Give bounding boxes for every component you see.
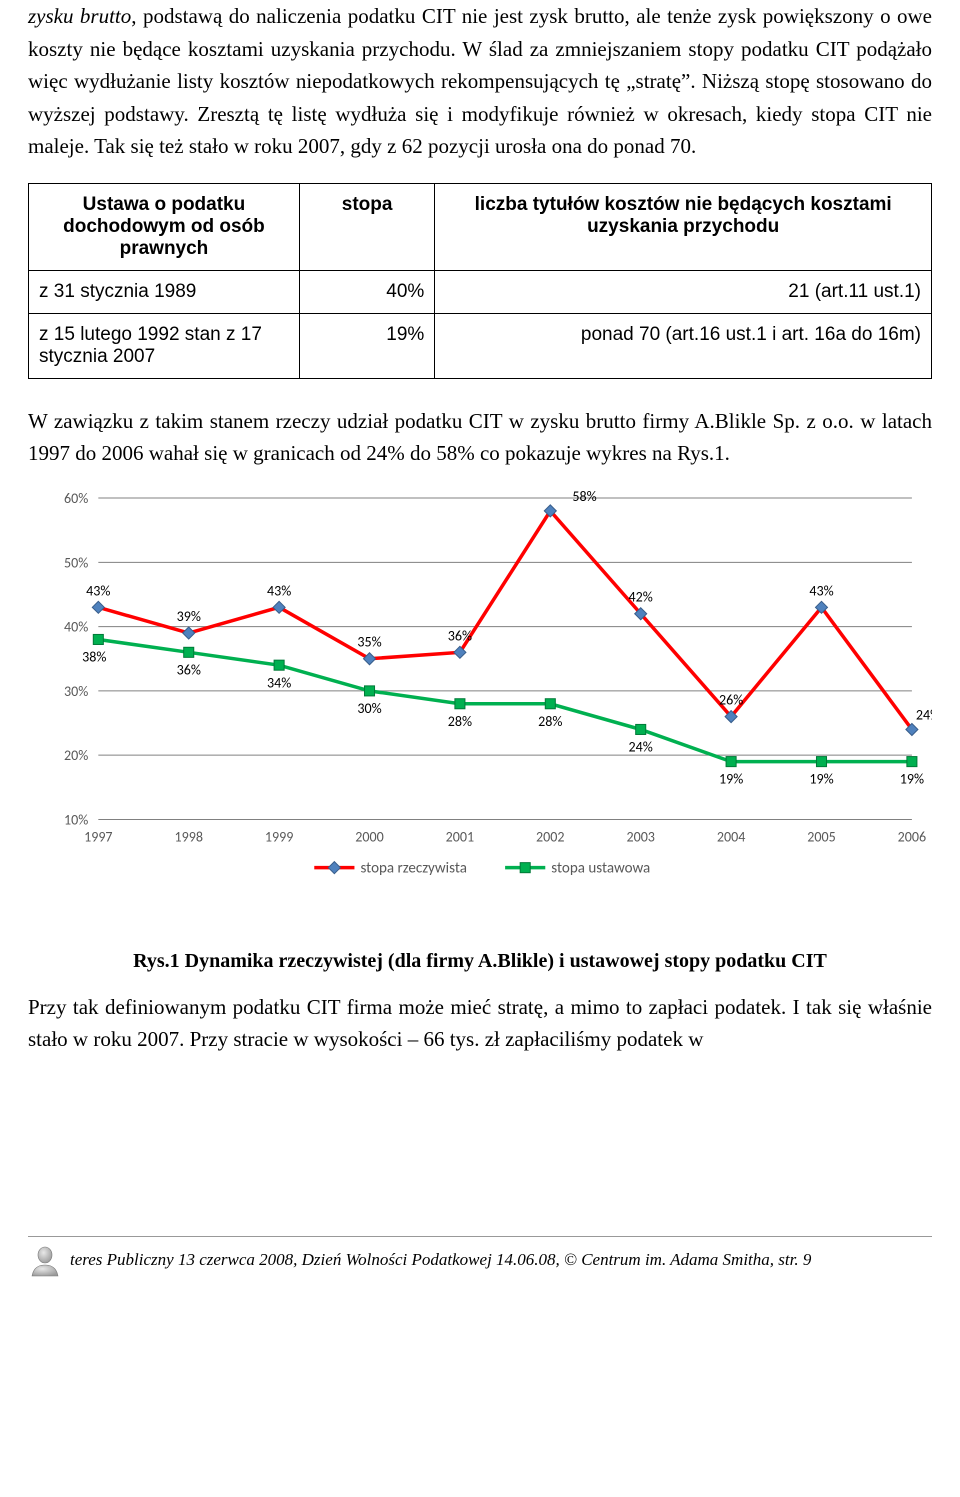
table-header: liczba tytułów kosztów nie będących kosz…: [435, 183, 932, 270]
svg-text:stopa rzeczywista: stopa rzeczywista: [360, 860, 466, 878]
table-cell: ponad 70 (art.16 ust.1 i art. 16a do 16m…: [435, 313, 932, 378]
table-cell: 40%: [299, 270, 434, 313]
table-cell: z 31 stycznia 1989: [29, 270, 300, 313]
svg-text:50%: 50%: [64, 554, 88, 571]
svg-text:35%: 35%: [357, 634, 381, 651]
svg-text:36%: 36%: [177, 661, 201, 678]
svg-text:40%: 40%: [64, 618, 88, 635]
svg-text:24%: 24%: [916, 706, 932, 723]
svg-text:2001: 2001: [446, 828, 474, 845]
svg-text:60%: 60%: [64, 490, 88, 507]
svg-text:1998: 1998: [174, 828, 202, 845]
cit-rates-table: Ustawa o podatku dochodowym od osób praw…: [28, 183, 932, 379]
svg-text:30%: 30%: [357, 700, 381, 717]
svg-text:2003: 2003: [626, 828, 654, 845]
bust-icon: [28, 1243, 62, 1277]
svg-text:28%: 28%: [448, 713, 472, 730]
table-header: stopa: [299, 183, 434, 270]
svg-text:1999: 1999: [265, 828, 293, 845]
svg-text:19%: 19%: [809, 771, 833, 788]
svg-text:58%: 58%: [572, 488, 596, 505]
table-cell: 19%: [299, 313, 434, 378]
chart-svg: 10% 20% 30% 40% 50% 60% 1997 1998 1999 2000 2001 20…: [28, 488, 932, 890]
footer-text: teres Publiczny 13 czerwca 2008, Dzień W…: [70, 1250, 811, 1270]
table-cell: z 15 lutego 1992 stan z 17 stycznia 2007: [29, 313, 300, 378]
table-row: z 15 lutego 1992 stan z 17 stycznia 2007…: [29, 313, 932, 378]
svg-text:39%: 39%: [177, 608, 201, 625]
svg-text:38%: 38%: [82, 648, 106, 665]
svg-text:30%: 30%: [64, 683, 88, 700]
svg-text:28%: 28%: [538, 713, 562, 730]
paragraph-3: Przy tak definiowanym podatku CIT firma …: [28, 991, 932, 1056]
svg-text:24%: 24%: [629, 738, 653, 755]
svg-text:2006: 2006: [898, 828, 926, 845]
svg-text:34%: 34%: [267, 674, 291, 691]
svg-text:43%: 43%: [809, 582, 833, 599]
paragraph-2: W zawiązku z takim stanem rzeczy udział …: [28, 405, 932, 470]
svg-text:36%: 36%: [448, 627, 472, 644]
svg-text:2004: 2004: [717, 828, 745, 845]
svg-text:43%: 43%: [86, 582, 110, 599]
cit-dynamics-chart: 10% 20% 30% 40% 50% 60% 1997 1998 1999 2000 2001 20…: [28, 488, 932, 890]
svg-text:stopa ustawowa: stopa ustawowa: [551, 860, 650, 878]
svg-text:2002: 2002: [536, 828, 564, 845]
svg-text:26%: 26%: [719, 691, 743, 708]
table-header: Ustawa o podatku dochodowym od osób praw…: [29, 183, 300, 270]
paragraph-1: zysku brutto, podstawą do naliczenia pod…: [28, 0, 932, 163]
svg-text:10%: 10%: [64, 811, 88, 828]
svg-text:2000: 2000: [355, 828, 383, 845]
svg-text:2005: 2005: [807, 828, 835, 845]
svg-text:19%: 19%: [719, 771, 743, 788]
table-row: z 31 stycznia 1989 40% 21 (art.11 ust.1): [29, 270, 932, 313]
page-footer: teres Publiczny 13 czerwca 2008, Dzień W…: [28, 1236, 932, 1287]
svg-text:19%: 19%: [900, 771, 924, 788]
figure-caption: Rys.1 Dynamika rzeczywistej (dla firmy A…: [28, 950, 932, 973]
svg-text:20%: 20%: [64, 747, 88, 764]
svg-text:42%: 42%: [629, 589, 653, 606]
svg-text:43%: 43%: [267, 582, 291, 599]
svg-text:1997: 1997: [84, 828, 112, 845]
table-cell: 21 (art.11 ust.1): [435, 270, 932, 313]
